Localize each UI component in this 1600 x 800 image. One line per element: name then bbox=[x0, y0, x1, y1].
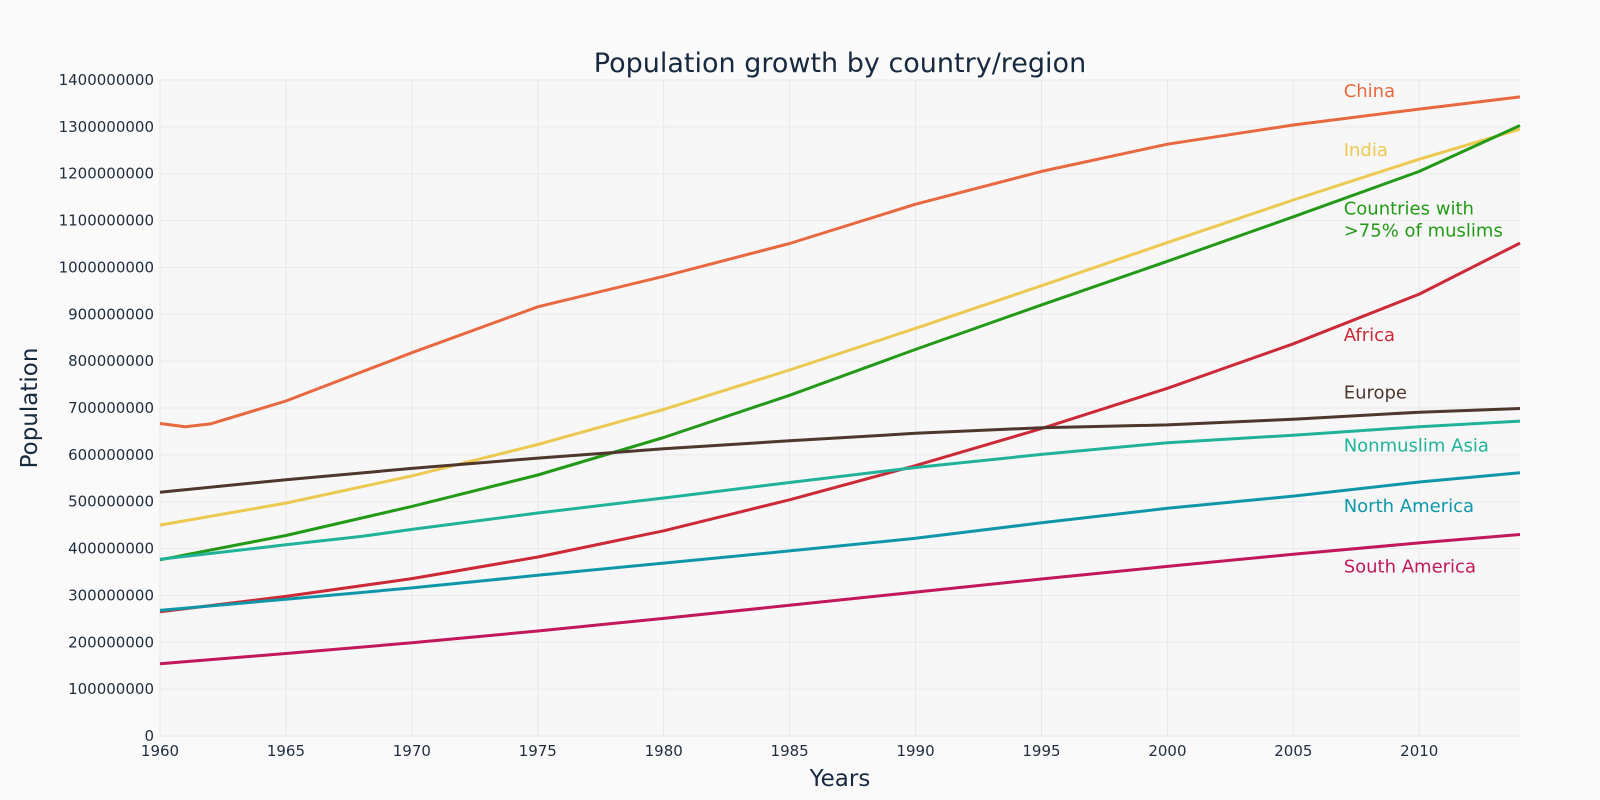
series-label-line: Africa bbox=[1344, 325, 1395, 346]
series-line-africa bbox=[159, 241, 1521, 614]
series-label-africa: Africa bbox=[1344, 325, 1395, 346]
grid bbox=[159, 79, 1520, 737]
x-tick-label-1985: 1985 bbox=[771, 742, 809, 760]
y-tick-label-14: 1400000000 bbox=[59, 71, 154, 89]
series-labels: China India Countries with >75% of muslims A… bbox=[1344, 81, 1503, 578]
series-lines bbox=[159, 95, 1521, 666]
x-tick-label-1970: 1970 bbox=[393, 742, 431, 760]
y-tick-label-7: 700000000 bbox=[68, 399, 154, 417]
series-line-south-america bbox=[159, 533, 1521, 666]
y-axis-ticks: 0 100000000 200000000 300000000 400000000 500… bbox=[59, 71, 154, 745]
y-axis-title: Population bbox=[17, 348, 43, 469]
y-tick-label-12: 1200000000 bbox=[59, 165, 154, 183]
x-axis-title: Years bbox=[809, 766, 871, 792]
y-tick-label-3: 300000000 bbox=[68, 586, 154, 604]
x-tick-label-2010: 2010 bbox=[1400, 742, 1438, 760]
y-tick-label-5: 500000000 bbox=[68, 493, 154, 511]
y-tick-label-9: 900000000 bbox=[68, 305, 154, 323]
x-tick-label-1960: 1960 bbox=[141, 742, 179, 760]
y-tick-label-13: 1300000000 bbox=[59, 118, 154, 136]
y-tick-label-0: 0 bbox=[144, 727, 154, 745]
x-tick-label-1980: 1980 bbox=[645, 742, 683, 760]
series-label-north-america: North America bbox=[1344, 496, 1474, 517]
x-tick-label-1990: 1990 bbox=[896, 742, 934, 760]
series-label-europe: Europe bbox=[1344, 383, 1407, 404]
y-tick-label-10: 1000000000 bbox=[59, 258, 154, 276]
series-label-countries-with-75-of-muslims: Countries with >75% of muslims bbox=[1344, 198, 1503, 241]
series-label-line: Nonmuslim Asia bbox=[1344, 436, 1489, 457]
y-tick-label-8: 800000000 bbox=[68, 352, 154, 370]
series-line-countries-with-75-of-muslims bbox=[159, 124, 1521, 562]
series-label-south-america: South America bbox=[1344, 556, 1476, 577]
y-tick-label-6: 600000000 bbox=[68, 446, 154, 464]
y-tick-label-1: 100000000 bbox=[68, 680, 154, 698]
y-tick-label-4: 400000000 bbox=[68, 540, 154, 558]
x-tick-label-2005: 2005 bbox=[1274, 742, 1312, 760]
series-label-nonmuslim-asia: Nonmuslim Asia bbox=[1344, 436, 1489, 457]
x-tick-label-2000: 2000 bbox=[1148, 742, 1186, 760]
series-label-line: North America bbox=[1344, 496, 1474, 517]
series-label-line: >75% of muslims bbox=[1344, 220, 1503, 241]
series-line-north-america bbox=[159, 471, 1521, 612]
series-line-nonmuslim-asia bbox=[159, 419, 1521, 561]
x-tick-label-1975: 1975 bbox=[519, 742, 557, 760]
chart-title: Population growth by country/region bbox=[594, 48, 1086, 79]
series-label-china: China bbox=[1344, 81, 1395, 102]
x-axis-ticks: 1960 1965 1970 1975 1980 1985 1990 1995 2000 2005… bbox=[141, 742, 1438, 760]
y-tick-label-11: 1100000000 bbox=[59, 212, 154, 230]
series-label-line: India bbox=[1344, 140, 1388, 161]
x-tick-label-1995: 1995 bbox=[1022, 742, 1060, 760]
series-label-line: South America bbox=[1344, 556, 1476, 577]
series-label-india: India bbox=[1344, 140, 1388, 161]
series-label-line: China bbox=[1344, 81, 1395, 102]
series-line-europe bbox=[159, 407, 1521, 494]
series-line-india bbox=[159, 127, 1521, 527]
series-line-china bbox=[159, 95, 1521, 429]
x-tick-label-1965: 1965 bbox=[267, 742, 305, 760]
series-label-line: Countries with bbox=[1344, 198, 1474, 219]
series-label-line: Europe bbox=[1344, 383, 1407, 404]
y-tick-label-2: 200000000 bbox=[68, 633, 154, 651]
